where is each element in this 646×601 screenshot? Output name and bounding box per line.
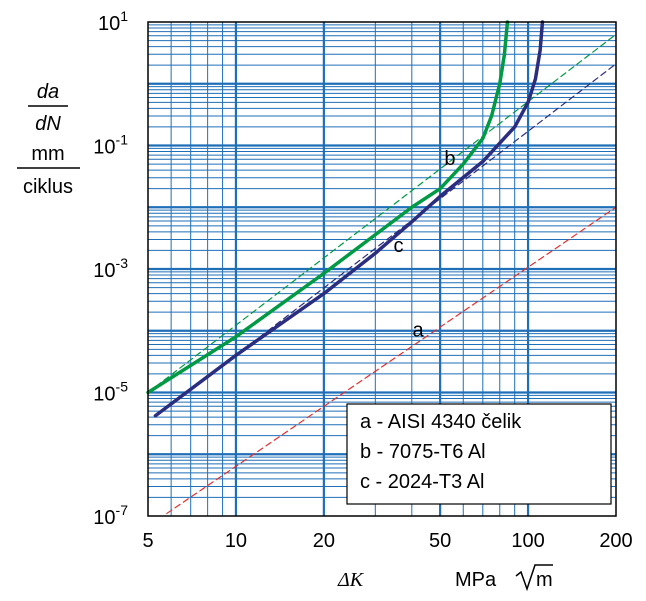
ylabel-numerator: da — [37, 81, 59, 103]
series-line-b-lin — [147, 33, 617, 394]
y-tick-label: 10-3 — [93, 255, 128, 282]
x-tick-labels: 5 10 20 50 100 200 — [142, 530, 632, 552]
xlabel-unit: MPa — [455, 569, 497, 591]
legend-box — [346, 403, 612, 505]
curve-label-c: c — [393, 235, 403, 257]
x-tick-label: 10 — [225, 530, 247, 552]
series-line-b — [146, 20, 510, 395]
series-lines — [146, 20, 617, 515]
plot-frame — [147, 21, 617, 517]
sqrt-sign-icon — [515, 564, 553, 592]
legend: a - AISI 4340 čelik b - 7075-T6 Al c - 2… — [346, 403, 612, 505]
x-tick-label: 200 — [599, 530, 632, 552]
series-line-a — [166, 206, 617, 515]
legend-entry-a: a - AISI 4340 čelik — [360, 411, 522, 433]
y-tick-labels: 101 10-1 10-3 10-5 10-7 — [93, 8, 128, 529]
x-tick-label: 100 — [511, 530, 544, 552]
x-tick-label: 50 — [429, 530, 451, 552]
y-tick-label: 10-7 — [93, 502, 128, 529]
curve-label-b: b — [444, 148, 455, 170]
x-tick-label: 5 — [142, 530, 153, 552]
curve-label-a: a — [412, 320, 424, 342]
ylabel-unit-top: mm — [31, 143, 64, 165]
x-tick-label: 20 — [313, 530, 335, 552]
legend-entry-b: b - 7075-T6 Al — [360, 441, 486, 463]
y-tick-label: 101 — [98, 8, 128, 35]
series-line-c-lin — [235, 63, 617, 356]
y-tick-label: 10-5 — [93, 379, 128, 406]
y-tick-label: 10-1 — [93, 132, 128, 159]
xlabel-symbol: ΔK — [337, 569, 365, 591]
xlabel-unit-root: m — [536, 569, 553, 591]
y-axis-label: da dN mm ciklus — [17, 81, 80, 198]
ylabel-denominator: dN — [35, 113, 61, 135]
x-axis-label: ΔK MPa m — [337, 564, 553, 592]
curve-labels: a b c — [393, 148, 455, 342]
legend-entry-c: c - 2024-T3 Al — [360, 471, 485, 493]
series-line-c — [153, 20, 545, 418]
ylabel-unit-bottom: ciklus — [23, 176, 73, 198]
